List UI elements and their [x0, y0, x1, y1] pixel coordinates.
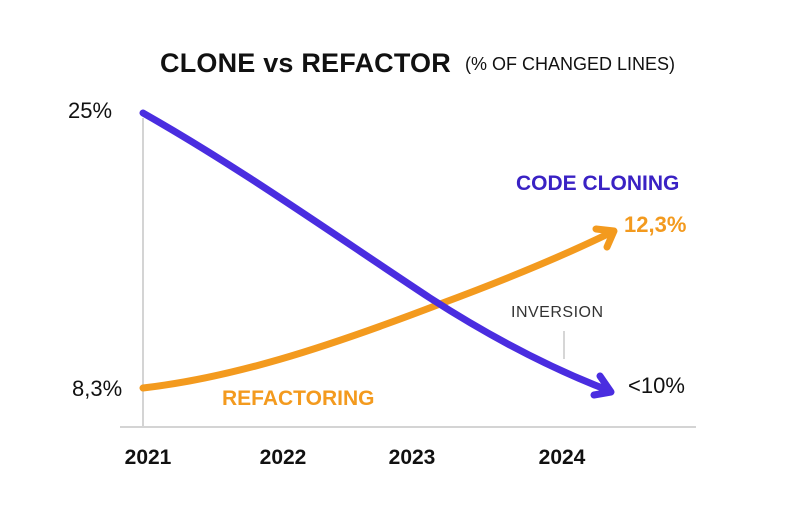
x-tick-2023: 2023 — [388, 446, 436, 469]
cloning-start-value: 25% — [68, 98, 113, 123]
chart-title: CLONE vs REFACTOR — [160, 48, 451, 78]
chart-subtitle: (% OF CHANGED LINES) — [465, 54, 676, 74]
refactoring-end-value: 12,3% — [624, 212, 687, 237]
refactoring-arrowhead-icon — [592, 225, 618, 251]
code-cloning-arrowhead-icon — [590, 372, 615, 399]
refactoring-start-value: 8,3% — [72, 376, 123, 401]
cloning-end-value: <10% — [628, 373, 685, 398]
x-tick-2022: 2022 — [259, 446, 307, 469]
code-cloning-line — [139, 109, 614, 395]
inversion-annotation: INVERSION — [511, 304, 604, 321]
refactoring-label: REFACTORING — [222, 387, 375, 410]
refactoring-line — [139, 228, 616, 392]
x-tick-2021: 2021 — [124, 446, 172, 469]
code-cloning-label: CODE CLONING — [516, 172, 680, 195]
x-tick-2024: 2024 — [538, 446, 586, 469]
